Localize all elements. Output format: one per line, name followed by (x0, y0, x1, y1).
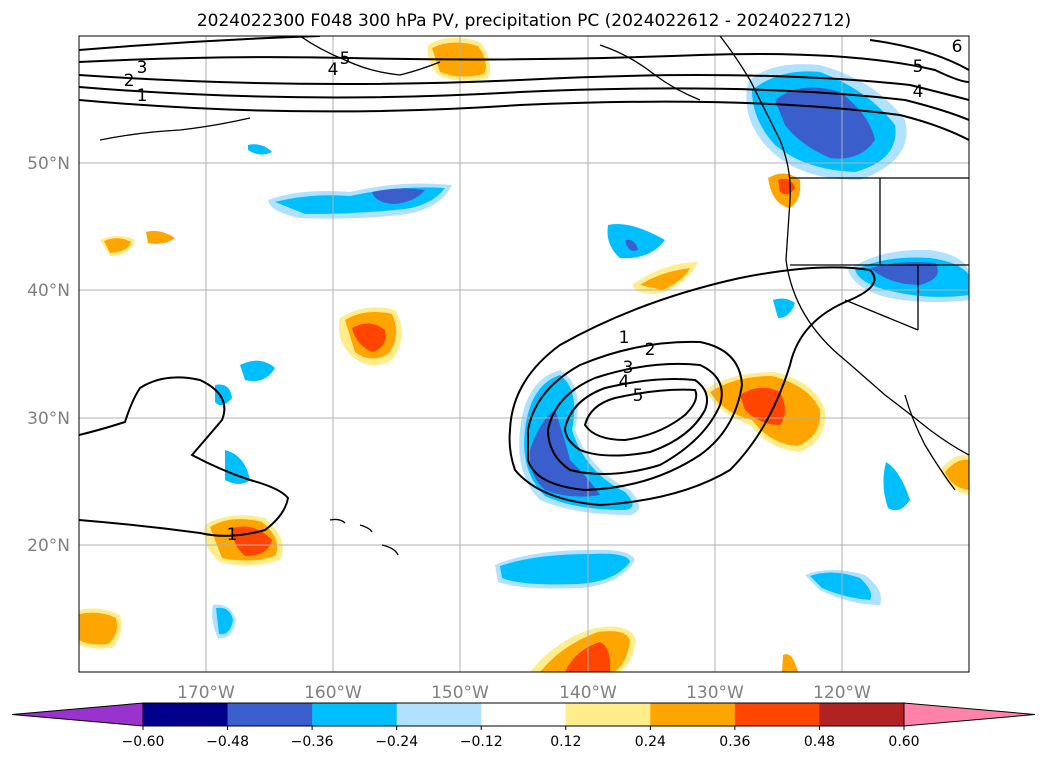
precipitation-shading (79, 37, 969, 672)
precip-negative-area (883, 462, 910, 511)
pv-contours (79, 36, 969, 537)
pv-label: 2 (645, 340, 656, 360)
pv-label: 1 (227, 525, 238, 545)
pv-label: 1 (137, 86, 148, 106)
precip-positive-area (740, 387, 785, 425)
pv-label: 3 (137, 58, 148, 78)
colorbar-tick-label: −0.48 (206, 734, 249, 750)
precip-positive-area (104, 238, 131, 253)
lat-tick-label: 20°N (27, 536, 70, 556)
precip-negative-area (248, 144, 272, 155)
colorbar-extend-high (903, 702, 1036, 727)
pv-label: 2 (124, 71, 135, 91)
pv-contour-line (79, 99, 969, 141)
pv-label: 5 (913, 57, 924, 77)
colorbar-frame (142, 702, 905, 727)
precip-negative-area (372, 188, 425, 204)
pv-contour-line (563, 378, 708, 457)
colorbar-tick-label: −0.24 (375, 734, 418, 750)
precip-positive-area (945, 459, 969, 490)
colorbar-tick-label: 0.36 (719, 734, 750, 750)
colorbar-segment (396, 703, 482, 726)
map-panel: 3 2 1 4 5 5 4 6 1 2 3 4 5 1 (78, 35, 970, 673)
pv-contour-line (79, 376, 290, 537)
pv-label: 1 (619, 328, 630, 348)
pv-label: 4 (328, 60, 339, 80)
colorbar-segment (481, 703, 567, 726)
colorbar-segment (650, 703, 736, 726)
gridlines (79, 36, 969, 672)
precip-positive-area (79, 612, 117, 645)
colorbar: −0.60 −0.48 −0.36 −0.24 −0.12 0.12 0.24 0.36 0.4… (11, 702, 1036, 750)
lon-tick-label: 120°W (813, 683, 871, 703)
precip-negative-area (215, 384, 232, 406)
pv-label: 6 (952, 37, 963, 57)
pv-label: 4 (913, 82, 924, 102)
pv-contour-line (869, 39, 969, 71)
pv-contour-line (546, 362, 723, 475)
lat-tick-label: 30°N (27, 409, 70, 429)
colorbar-segment (819, 703, 905, 726)
lon-tick-label: 160°W (304, 683, 362, 703)
pv-label: 5 (340, 49, 351, 69)
pv-contour-line (508, 266, 876, 507)
colorbar-tick-label: 0.60 (888, 734, 919, 750)
precip-negative-area (216, 607, 233, 635)
pv-label: 5 (633, 386, 644, 406)
pv-contour-line (527, 340, 744, 492)
precip-positive-area (352, 323, 386, 352)
precip-negative-area (240, 360, 275, 382)
precip-negative-area (225, 450, 250, 484)
precip-negative-area (810, 572, 872, 600)
lon-tick-label: 150°W (431, 683, 489, 703)
precip-negative-area (607, 224, 665, 259)
precip-positive-area (146, 230, 175, 244)
colorbar-segment (143, 703, 229, 726)
lon-tick-label: 170°W (177, 683, 235, 703)
colorbar-tick-label: 0.48 (804, 734, 835, 750)
lon-tick-label: 140°W (559, 683, 617, 703)
colorbar-tick-label: 0.24 (635, 734, 666, 750)
pv-contour-line (79, 36, 321, 51)
precip-negative-area (773, 298, 795, 318)
precip-negative-area (500, 553, 630, 585)
colorbar-tick-label: −0.36 (291, 734, 334, 750)
lon-tick-label: 130°W (686, 683, 744, 703)
pv-label: 3 (623, 358, 634, 378)
lat-tick-label: 40°N (27, 281, 70, 301)
map-frame (78, 35, 970, 673)
pv-contour-line (79, 74, 969, 101)
axis-labels: 170°W 160°W 150°W 140°W 130°W 120°W 20°N… (27, 154, 871, 703)
precip-negative-area (625, 239, 638, 251)
lat-tick-label: 50°N (27, 154, 70, 174)
precip-positive-area (640, 268, 690, 290)
colorbar-tick-label: −0.12 (460, 734, 503, 750)
colorbar-segment (565, 703, 651, 726)
pv-contour-line (79, 86, 969, 121)
colorbar-segment (734, 703, 820, 726)
precip-positive-area (782, 654, 798, 672)
pv-label: 4 (619, 372, 630, 392)
pv-contour-line (583, 388, 698, 442)
colorbar-tick-label: −0.60 (122, 734, 165, 750)
colorbar-segment (227, 703, 313, 726)
pv-contour-labels: 3 2 1 4 5 5 4 6 1 2 3 4 5 1 (124, 37, 963, 545)
colorbar-tick-label: 0.12 (550, 734, 581, 750)
colorbar-segment (312, 703, 398, 726)
figure-title: 2024022300 F048 300 hPa PV, precipitatio… (197, 11, 851, 31)
colorbar-extend-low (11, 702, 144, 727)
precip-negative-area (870, 262, 938, 285)
pv-contour-line (79, 53, 969, 83)
